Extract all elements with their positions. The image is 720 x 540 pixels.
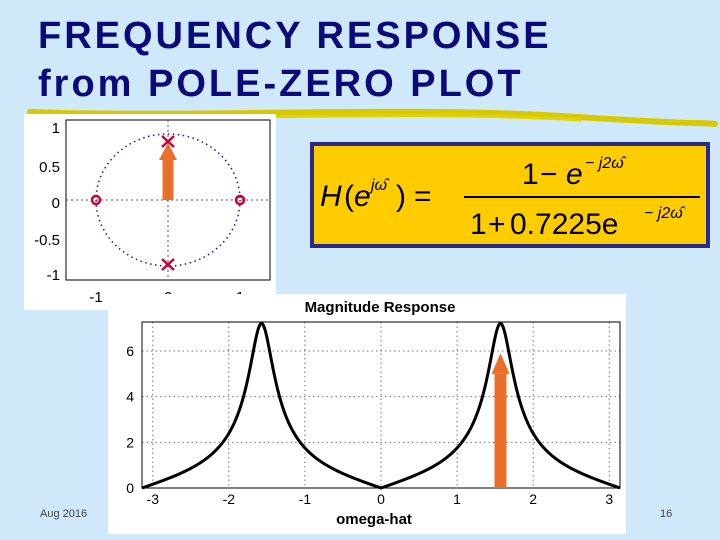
- y-tick-label: 0: [126, 480, 134, 496]
- chart-grid: [142, 322, 620, 488]
- pole-marker-top: [161, 135, 175, 148]
- magnitude-response-chart: Magnitude Response -3 -2 -1 0 1 2 3 0 2 4 6 omega-…: [108, 294, 626, 534]
- chart-tick-labels: -3 -2 -1 0 1 2 3 0 2 4 6: [126, 343, 613, 507]
- x-tick-label: 1: [453, 491, 461, 507]
- pole-zero-svg: 1 0.5 0 -0.5 -1 -1 0 1: [34, 119, 271, 306]
- y-tick-label: 6: [126, 343, 134, 359]
- arrow-shaft: [494, 373, 507, 488]
- x-tick-label: 0: [377, 491, 385, 507]
- pz-ytick-1: 1: [52, 120, 60, 137]
- transfer-function-svg: H ( e jω̂ ) = 1 − e − j2ω̂ 1 + 0.7225e −…: [320, 155, 700, 241]
- transfer-function-box: H ( e jω̂ ) = 1 − e − j2ω̂ 1 + 0.7225e −…: [310, 142, 710, 248]
- eq-H: H: [320, 180, 342, 213]
- pz-xtick-neg1: -1: [89, 289, 102, 306]
- footer-page-number: 16: [660, 508, 673, 520]
- x-tick-label: 3: [605, 491, 613, 507]
- eq-num-one: 1: [522, 158, 539, 191]
- chart-axes-box: [141, 321, 621, 489]
- arrow-head: [491, 353, 510, 374]
- pz-ytick-neg1: -1: [47, 267, 60, 284]
- x-tick-label: -1: [299, 491, 312, 507]
- unit-circle: [95, 133, 241, 267]
- pz-ytick-0-5: 0.5: [39, 159, 60, 176]
- x-tick-label: -2: [223, 491, 236, 507]
- pz-ytick-neg0-5: -0.5: [34, 232, 60, 249]
- eq-open-paren: (: [344, 180, 354, 213]
- y-tick-label: 2: [126, 434, 134, 450]
- x-tick-label: -3: [147, 491, 160, 507]
- chart-arrow: [491, 353, 510, 488]
- slide-title-line1: FREQUENCY RESPONSE: [38, 15, 552, 57]
- eq-num-e: e: [566, 158, 583, 191]
- eq-num-exponent: − j2ω̂: [585, 155, 627, 172]
- eq-num-minus: −: [540, 158, 558, 191]
- eq-fraction-bar: [464, 196, 700, 198]
- eq-den-one: 1: [470, 208, 487, 241]
- y-tick-label: 4: [126, 389, 134, 405]
- chart-title: Magnitude Response: [305, 299, 456, 316]
- eq-lhs-e: e: [354, 180, 371, 213]
- eq-lhs-exponent: jω̂: [369, 177, 390, 194]
- eq-den-coef: 0.7225e: [510, 208, 618, 241]
- zero-marker-right: [234, 194, 246, 206]
- pz-arrow-head: [159, 143, 177, 160]
- eq-close-paren: ): [396, 180, 406, 213]
- pz-ytick-0: 0: [52, 195, 60, 212]
- eq-den-plus: +: [488, 208, 506, 241]
- x-tick-label: 2: [529, 491, 537, 507]
- eq-den-exponent: − j2ω̂: [644, 205, 686, 222]
- pole-marker-bottom: [161, 258, 175, 271]
- chart-x-axis-label: omega-hat: [336, 511, 412, 528]
- slide-title-line2: from POLE-ZERO PLOT: [38, 63, 524, 105]
- footer-date: Aug 2016: [40, 508, 88, 520]
- pole-zero-plot: 1 0.5 0 -0.5 -1 -1 0 1: [24, 114, 276, 310]
- magnitude-response-svg: Magnitude Response -3 -2 -1 0 1 2 3 0 2 4 6 omega-…: [126, 299, 621, 528]
- eq-equals: =: [414, 180, 432, 213]
- series-line-magnitude: [141, 321, 621, 490]
- zero-marker-left: [90, 194, 102, 206]
